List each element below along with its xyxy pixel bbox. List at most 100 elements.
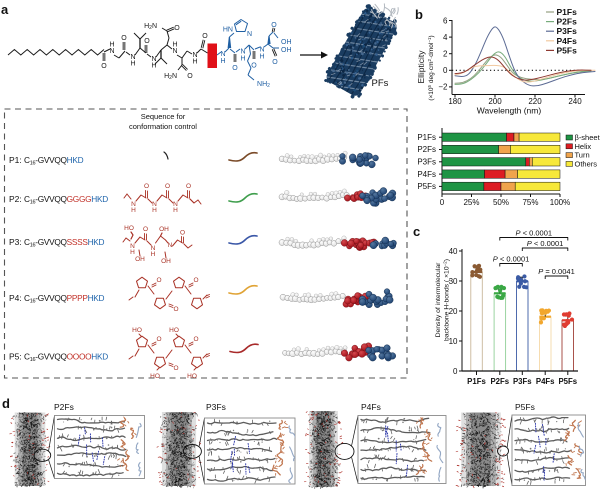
svg-text:HO: HO — [132, 327, 142, 334]
svg-text:O: O — [121, 35, 127, 42]
svg-text:100%: 100% — [550, 198, 570, 207]
svg-text:O: O — [202, 33, 208, 40]
svg-text:C16-GVVQQPPPPHKD: C16-GVVQQPPPPHKD — [24, 293, 105, 305]
svg-text:P4Fs: P4Fs — [361, 402, 381, 412]
svg-text:P2:: P2: — [9, 194, 22, 204]
svg-text:backbone H-bonds ( ×10−2): backbone H-bonds ( ×10−2) — [443, 259, 451, 341]
svg-text:H: H — [130, 61, 135, 68]
svg-text:O: O — [143, 226, 148, 233]
svg-text:H: H — [259, 54, 264, 61]
svg-text:P1Fs: P1Fs — [557, 7, 578, 17]
svg-text:HN: HN — [223, 27, 233, 34]
svg-text:Wavelength (nm): Wavelength (nm) — [477, 106, 542, 116]
svg-text:200: 200 — [488, 97, 502, 106]
svg-text:Density of intermolecular: Density of intermolecular — [435, 262, 442, 338]
svg-text:H: H — [151, 63, 156, 70]
svg-text:N: N — [151, 245, 156, 252]
svg-text:N: N — [168, 242, 173, 249]
svg-text:P5Fs: P5Fs — [558, 377, 577, 386]
svg-text:O: O — [272, 59, 278, 66]
svg-text:N: N — [172, 48, 177, 55]
svg-text:P = 0.0041: P = 0.0041 — [538, 267, 575, 276]
svg-text:P5Fs: P5Fs — [515, 402, 535, 412]
svg-text:O: O — [193, 277, 198, 284]
svg-text:2: 2 — [443, 50, 448, 59]
svg-text:P1Fs: P1Fs — [417, 133, 436, 142]
svg-text:P3Fs: P3Fs — [513, 377, 532, 386]
svg-text:H: H — [172, 42, 177, 49]
svg-text:P3Fs: P3Fs — [417, 158, 436, 167]
svg-text:N: N — [109, 48, 114, 55]
svg-text:P5Fs: P5Fs — [557, 45, 578, 55]
svg-text:P4Fs: P4Fs — [557, 36, 578, 46]
svg-text:75%: 75% — [522, 198, 538, 207]
svg-text:P4Fs: P4Fs — [536, 377, 555, 386]
svg-text:N: N — [131, 201, 136, 208]
svg-text:d: d — [2, 396, 10, 411]
svg-text:O: O — [180, 230, 185, 237]
svg-text:Turn: Turn — [575, 151, 590, 160]
svg-text:P2Fs: P2Fs — [557, 17, 578, 27]
svg-text:H: H — [130, 249, 135, 256]
svg-text:0: 0 — [440, 198, 445, 207]
svg-text:N: N — [151, 56, 156, 63]
svg-text:HO: HO — [124, 225, 134, 232]
svg-text:50%: 50% — [493, 198, 509, 207]
svg-text:OH: OH — [159, 226, 169, 233]
svg-text:P1:: P1: — [9, 155, 22, 165]
svg-text:OH: OH — [281, 39, 292, 46]
svg-text:40: 40 — [449, 247, 458, 256]
svg-text:O: O — [144, 183, 149, 190]
svg-text:O: O — [173, 306, 178, 313]
svg-text:c: c — [413, 224, 420, 239]
svg-text:P2Fs: P2Fs — [54, 402, 74, 412]
svg-text:P5Fs: P5Fs — [417, 182, 436, 191]
svg-text:O: O — [156, 336, 161, 343]
svg-text:H2N: H2N — [164, 73, 177, 81]
svg-text:10: 10 — [449, 337, 458, 346]
svg-text:P4:: P4: — [9, 293, 22, 303]
svg-text:O: O — [232, 65, 238, 72]
svg-text:O: O — [193, 336, 198, 343]
svg-text:20: 20 — [449, 307, 458, 316]
svg-text:P4Fs: P4Fs — [417, 170, 436, 179]
svg-text:220: 220 — [528, 97, 542, 106]
svg-text:−2: −2 — [438, 83, 448, 92]
svg-text:H: H — [192, 59, 197, 66]
svg-text:N: N — [259, 47, 264, 54]
svg-text:H2N: H2N — [144, 23, 157, 31]
svg-text:conformation control: conformation control — [129, 122, 197, 131]
svg-text:P5:: P5: — [9, 352, 22, 362]
svg-text:OH: OH — [161, 258, 171, 265]
svg-text:P2Fs: P2Fs — [490, 377, 509, 386]
svg-text:H: H — [151, 251, 156, 258]
svg-text:P < 0.0001: P < 0.0001 — [493, 255, 530, 264]
svg-text:N: N — [240, 49, 245, 56]
svg-text:4: 4 — [443, 33, 448, 42]
svg-text:N: N — [130, 54, 135, 61]
svg-text:C16-GVVQQSSSSHKD: C16-GVVQQSSSSHKD — [24, 237, 105, 249]
svg-text:Sequence for: Sequence for — [141, 112, 186, 121]
svg-text:H: H — [109, 42, 114, 49]
svg-text:H: H — [152, 207, 157, 214]
svg-text:H: H — [240, 56, 245, 63]
svg-text:PFs: PFs — [372, 78, 389, 89]
svg-text:HO: HO — [150, 373, 160, 380]
svg-text:H: H — [220, 58, 225, 65]
svg-text:P3:: P3: — [9, 237, 22, 247]
svg-text:O: O — [187, 73, 193, 80]
svg-text:N: N — [152, 201, 157, 208]
svg-text:P < 0.0001: P < 0.0001 — [527, 239, 564, 248]
svg-text:180: 180 — [448, 97, 462, 106]
svg-text:P3Fs: P3Fs — [557, 26, 578, 36]
svg-text:O: O — [186, 183, 191, 190]
svg-text:O: O — [251, 63, 257, 70]
svg-text:HO: HO — [169, 327, 179, 334]
svg-text:H: H — [131, 207, 136, 214]
svg-text:N: N — [173, 201, 178, 208]
svg-text:C16-GVVQQGGGGHKD: C16-GVVQQGGGGHKD — [24, 194, 108, 206]
svg-text:P1Fs: P1Fs — [467, 377, 486, 386]
svg-text:β-sheet: β-sheet — [575, 133, 600, 142]
svg-text:OH: OH — [135, 256, 145, 263]
svg-text:O: O — [173, 365, 178, 372]
